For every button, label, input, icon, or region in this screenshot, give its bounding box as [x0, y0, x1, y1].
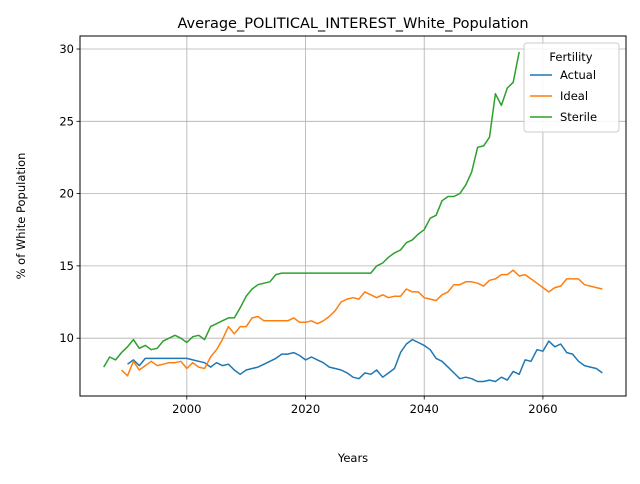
- series-line-sterile: [103, 51, 520, 368]
- y-tick-label: 30: [59, 42, 74, 56]
- legend-box: [523, 42, 620, 133]
- x-tick-label: 2000: [172, 402, 201, 416]
- y-axis-ticks: 10 15 20 25 30: [59, 42, 80, 345]
- legend-label-actual: Actual: [560, 68, 596, 82]
- y-axis-label: % of White Population: [14, 153, 28, 280]
- y-tick-label: 10: [59, 331, 74, 345]
- x-tick-label: 2020: [291, 402, 320, 416]
- legend-label-ideal: Ideal: [560, 89, 588, 103]
- chart-title: Average_POLITICAL_INTEREST_White_Populat…: [177, 16, 528, 32]
- series-line-ideal: [120, 269, 603, 377]
- legend-title: Fertility: [549, 50, 592, 64]
- y-tick-label: 20: [59, 187, 74, 201]
- y-tick-label: 15: [59, 259, 74, 273]
- x-tick-label: 2040: [410, 402, 439, 416]
- x-axis-ticks: 2000 2020 2040 2060: [172, 396, 558, 416]
- legend-label-sterile: Sterile: [560, 110, 597, 124]
- x-tick-label: 2060: [528, 402, 557, 416]
- legend: Fertility Actual Ideal Sterile: [523, 42, 620, 133]
- legend-items: Actual Ideal Sterile: [530, 68, 597, 124]
- x-axis-label: Years: [337, 451, 368, 465]
- series-layer: [103, 51, 603, 383]
- y-tick-label: 25: [59, 114, 74, 128]
- plot-frame: [79, 35, 627, 397]
